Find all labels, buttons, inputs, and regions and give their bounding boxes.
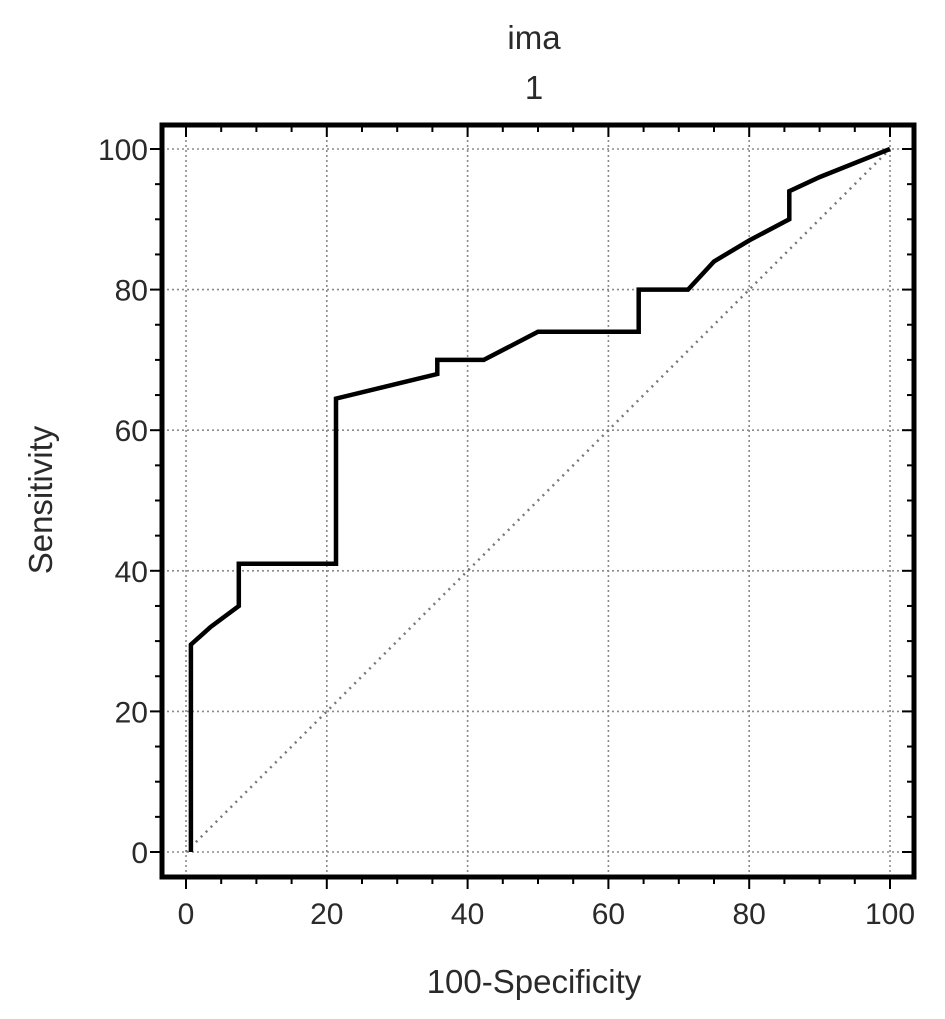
axis-ticks xyxy=(150,125,914,889)
y-tick-label: 80 xyxy=(115,275,148,308)
x-tick-label: 100 xyxy=(865,898,915,931)
grid-lines xyxy=(162,125,914,877)
reference-line xyxy=(185,148,891,853)
x-axis-label: 100-Specificity xyxy=(427,963,642,1000)
y-tick-label: 60 xyxy=(115,415,148,448)
y-tick-labels: 0 20 40 60 80 100 xyxy=(98,134,148,870)
roc-curve-line xyxy=(188,146,891,852)
y-tick-label: 0 xyxy=(131,837,148,870)
y-tick-label: 20 xyxy=(115,696,148,729)
x-tick-label: 40 xyxy=(451,898,484,931)
y-tick-label: 40 xyxy=(115,556,148,589)
x-tick-labels: 0 20 40 60 80 100 xyxy=(178,898,915,931)
x-tick-label: 0 xyxy=(178,898,195,931)
y-axis-label: Sensitivity xyxy=(22,425,59,574)
diagonal-reference-line xyxy=(185,148,891,853)
x-tick-label: 20 xyxy=(310,898,343,931)
x-tick-label: 60 xyxy=(592,898,625,931)
chart-subtitle: 1 xyxy=(525,69,543,106)
x-tick-label: 80 xyxy=(733,898,766,931)
chart-title: ima xyxy=(507,19,561,56)
y-tick-label: 100 xyxy=(98,134,148,167)
roc-curve xyxy=(188,146,891,852)
